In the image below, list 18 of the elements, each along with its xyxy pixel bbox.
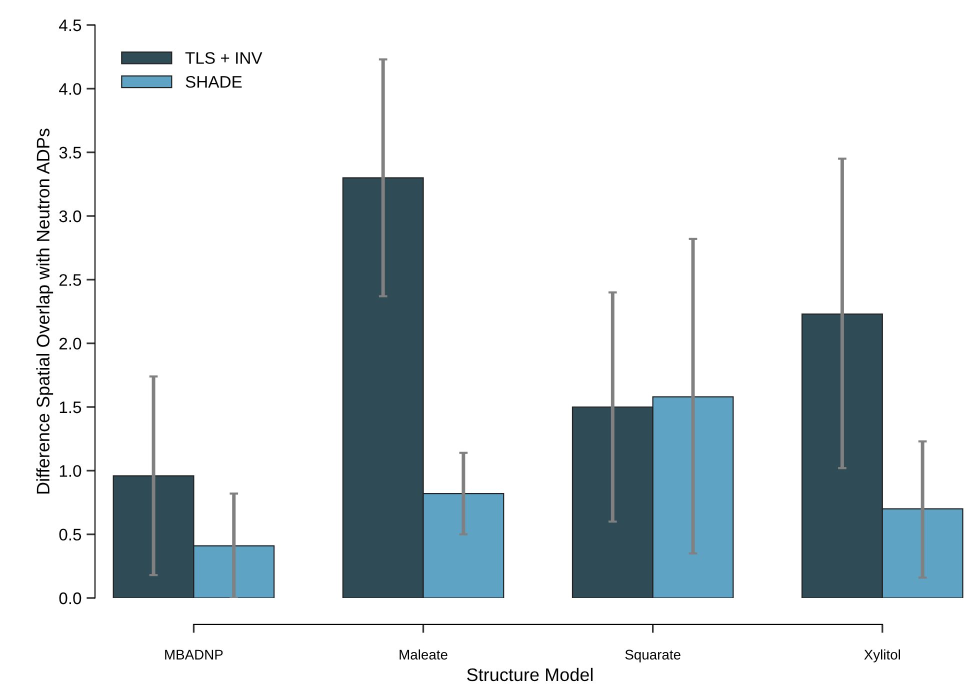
x-tick-label: Squarate bbox=[625, 650, 680, 662]
y-tick-label: 3.5 bbox=[59, 146, 82, 159]
y-tick-label: 4.5 bbox=[59, 20, 82, 32]
x-tick-label: Maleate bbox=[400, 649, 448, 660]
y-tick-label: 2.5 bbox=[59, 274, 82, 286]
y-tick-label: 1.0 bbox=[60, 465, 82, 477]
y-tick-label: 0.0 bbox=[59, 592, 82, 604]
y-tick-label: 0.5 bbox=[59, 528, 82, 541]
legend-label: TLS + INV bbox=[185, 52, 262, 64]
y-tick-label: 2.0 bbox=[59, 338, 82, 350]
y-tick-label: 1.5 bbox=[60, 402, 82, 414]
x-axis-title: Structure Model bbox=[467, 668, 593, 682]
legend-label: SHADE bbox=[186, 76, 242, 88]
y-axis-title: Difference Spatial Overlap with Neutron ADPs bbox=[36, 128, 54, 494]
y-tick-label: 3.0 bbox=[59, 210, 82, 222]
x-tick-label: MBADNP bbox=[165, 650, 223, 660]
y-tick-label: 4.0 bbox=[59, 83, 82, 95]
x-tick-label: Xylitol bbox=[864, 649, 900, 662]
